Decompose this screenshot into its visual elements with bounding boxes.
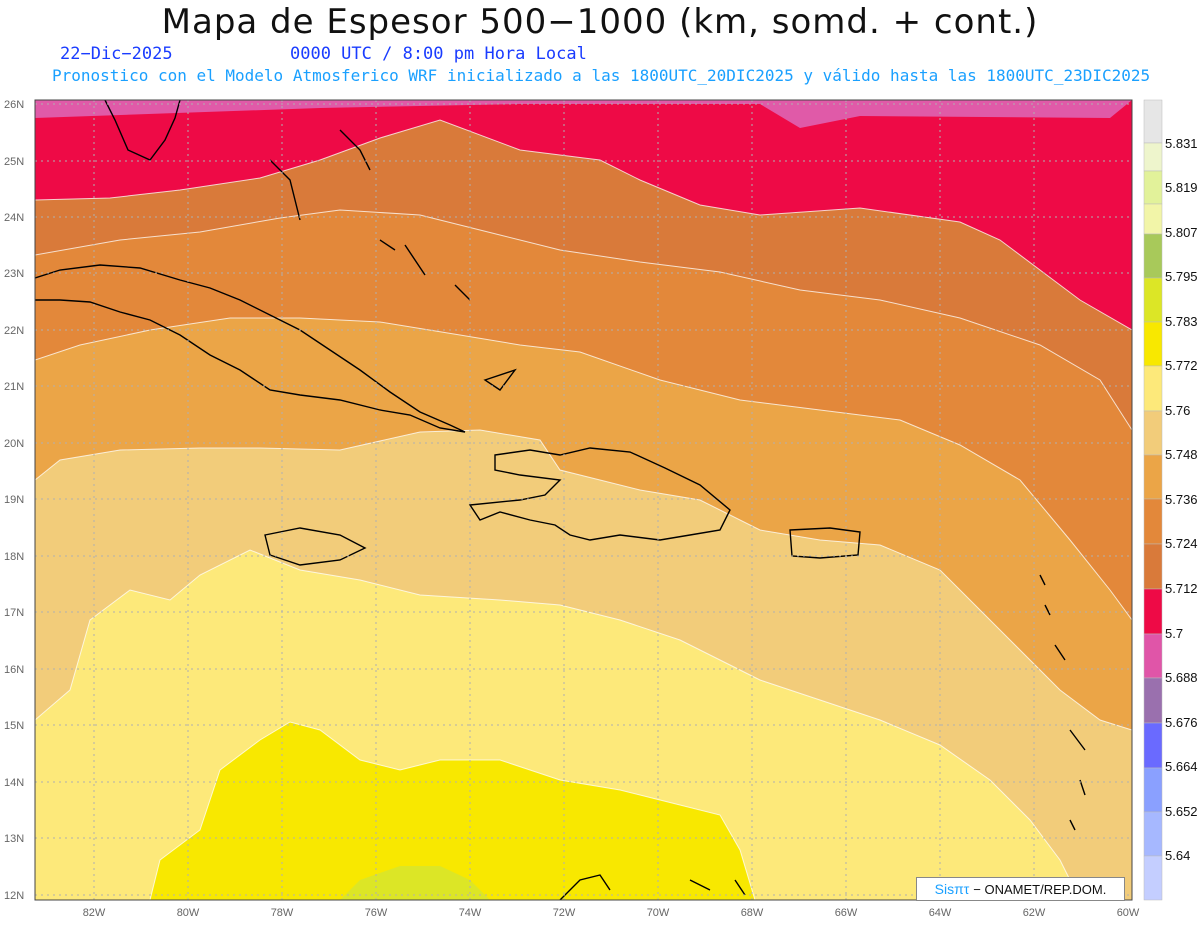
colorbar-label: 5.748	[1165, 447, 1198, 462]
lon-label: 74W	[459, 907, 482, 919]
colorbar-label: 5.724	[1165, 536, 1198, 551]
time-label: 0000 UTC / 8:00 pm Hora Local	[290, 44, 587, 64]
forecast-label: Pronostico con el Modelo Atmosferico WRF…	[52, 66, 1151, 85]
colorbar-swatch	[1143, 677, 1163, 724]
lat-label: 24N	[4, 212, 24, 224]
colorbar-swatch	[1143, 277, 1163, 323]
colorbar-swatch	[1143, 99, 1163, 144]
lat-label: 13N	[4, 833, 24, 845]
colorbar-swatch	[1143, 170, 1163, 205]
colorbar-swatch	[1143, 321, 1163, 367]
cuba-coast	[35, 264, 466, 433]
bahamas-islands	[269, 129, 517, 391]
lon-label: 82W	[83, 907, 106, 919]
lon-label: 80W	[177, 907, 200, 919]
colorbar-label: 5.7	[1165, 626, 1184, 641]
colorbar-swatch	[1143, 543, 1163, 590]
lat-label: 26N	[4, 99, 24, 111]
south-america-coast	[559, 874, 746, 900]
coastlines	[35, 100, 1086, 900]
colorbar-swatch	[1143, 203, 1163, 235]
hispaniola-coast	[468, 447, 731, 541]
lat-label: 22N	[4, 325, 24, 337]
colorbar-label: 5.64	[1165, 848, 1191, 863]
lat-label: 21N	[4, 381, 24, 393]
colorbar-label: 5.807	[1165, 225, 1198, 240]
lat-label: 15N	[4, 720, 24, 732]
lon-label: 76W	[365, 907, 388, 919]
colorbar-swatch	[1143, 633, 1163, 679]
latitude-labels: 26N 25N 24N 23N 22N 21N 20N 19N 18N 17N …	[4, 99, 24, 902]
colorbar-label: 5.712	[1165, 581, 1198, 596]
lon-label: 62W	[1023, 907, 1046, 919]
lon-label: 64W	[929, 907, 952, 919]
lon-label: 78W	[271, 907, 294, 919]
lat-label: 20N	[4, 438, 24, 450]
colorbar	[1143, 99, 1163, 901]
lat-label: 23N	[4, 268, 24, 280]
lat-label: 16N	[4, 664, 24, 676]
grid-lines	[35, 100, 1132, 900]
colorbar-label: 5.819	[1165, 180, 1198, 195]
colorbar-label: 5.783	[1165, 314, 1198, 329]
colorbar-swatch	[1143, 454, 1163, 500]
lat-label: 12N	[4, 890, 24, 902]
jamaica-coast	[264, 527, 367, 566]
credit-box: Sisπτ − ONAMET/REP.DOM.	[916, 877, 1125, 901]
lat-label: 17N	[4, 607, 24, 619]
colorbar-label: 5.795	[1165, 269, 1198, 284]
lat-label: 18N	[4, 551, 24, 563]
colorbar-label: 5.831	[1165, 136, 1198, 151]
band-green	[340, 866, 490, 900]
lat-label: 19N	[4, 494, 24, 506]
colorbar-label: 5.688	[1165, 670, 1198, 685]
band-yellow	[150, 722, 755, 900]
lon-label: 70W	[647, 907, 670, 919]
lat-label: 14N	[4, 777, 24, 789]
florida-coast	[104, 100, 181, 161]
colorbar-swatch	[1143, 722, 1163, 769]
map-title: Mapa de Espesor 500−1000 (km, somd. + co…	[161, 2, 1039, 42]
colorbar-label: 5.736	[1165, 492, 1198, 507]
credit-text: − ONAMET/REP.DOM.	[973, 881, 1107, 897]
colorbar-swatch	[1143, 588, 1163, 635]
longitude-labels: 82W 80W 78W 76W 74W 72W 70W 68W 66W 64W …	[83, 907, 1140, 919]
map-frame	[34, 99, 1133, 901]
date-label: 22−Dic−2025	[60, 44, 173, 64]
colorbar-swatch	[1143, 142, 1163, 172]
colorbar-swatch	[1143, 811, 1163, 857]
colorbar-swatch	[1143, 767, 1163, 813]
lon-label: 66W	[835, 907, 858, 919]
colorbar-label: 5.664	[1165, 759, 1198, 774]
map-plot-area	[35, 100, 1132, 900]
colorbar-label: 5.772	[1165, 358, 1198, 373]
lon-label: 72W	[553, 907, 576, 919]
contour-lines	[35, 119, 1132, 900]
lon-label: 68W	[741, 907, 764, 919]
colorbar-swatch	[1143, 410, 1163, 456]
lat-label: 25N	[4, 156, 24, 168]
colorbar-swatch	[1143, 365, 1163, 412]
colorbar-swatch	[1143, 855, 1163, 901]
colorbar-swatch	[1143, 498, 1163, 545]
lon-label: 60W	[1117, 907, 1140, 919]
colorbar-label: 5.76	[1165, 403, 1191, 418]
lesser-antilles	[1039, 574, 1086, 831]
credit-brand: Sisπτ	[934, 881, 970, 897]
colorbar-label: 5.676	[1165, 715, 1198, 730]
colorbar-swatch	[1143, 233, 1163, 279]
colorbar-label: 5.652	[1165, 804, 1198, 819]
